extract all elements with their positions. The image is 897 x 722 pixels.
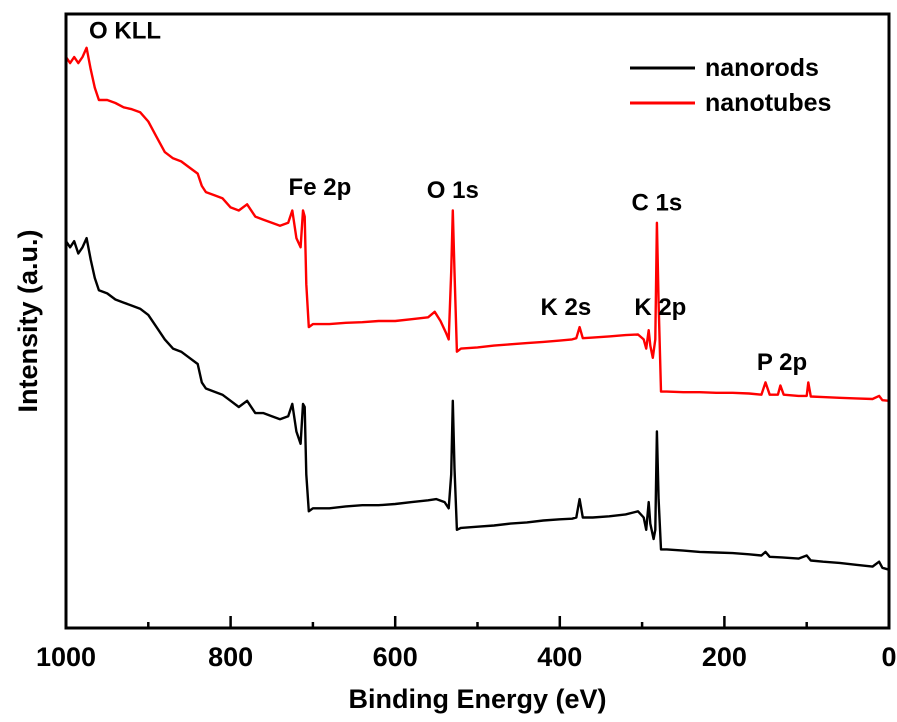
- peak-label: C 1s: [632, 189, 683, 216]
- x-tick-label: 400: [537, 642, 582, 672]
- x-tick-label: 200: [702, 642, 747, 672]
- legend: nanorods nanotubes: [630, 54, 831, 117]
- peak-label: K 2s: [541, 294, 592, 321]
- legend-label-nanotubes: nanotubes: [705, 89, 831, 117]
- peak-label: O 1s: [427, 177, 479, 204]
- series-line-nanotubes: [65, 46, 890, 402]
- peak-annotations: O KLL Fe 2p O 1s K 2s K 2p C 1s P 2p: [89, 18, 807, 377]
- x-axis-ticks: 1000 800 600 400 200 0: [36, 616, 897, 672]
- peak-label: O KLL: [89, 18, 161, 45]
- peak-label: Fe 2p: [289, 174, 352, 201]
- peak-label: P 2p: [757, 349, 807, 376]
- x-tick-label: 0: [881, 642, 896, 672]
- x-tick-label: 1000: [36, 642, 96, 672]
- legend-label-nanorods: nanorods: [705, 54, 819, 82]
- plot-area: [65, 46, 890, 571]
- x-axis-title: Binding Energy (eV): [348, 684, 606, 714]
- peak-label: K 2p: [634, 294, 686, 321]
- x-tick-label: 600: [373, 642, 418, 672]
- series-line-nanorods: [65, 236, 890, 571]
- x-tick-label: 800: [208, 642, 253, 672]
- y-axis-title: Intensity (a.u.): [13, 229, 43, 412]
- series-layer: [65, 46, 890, 571]
